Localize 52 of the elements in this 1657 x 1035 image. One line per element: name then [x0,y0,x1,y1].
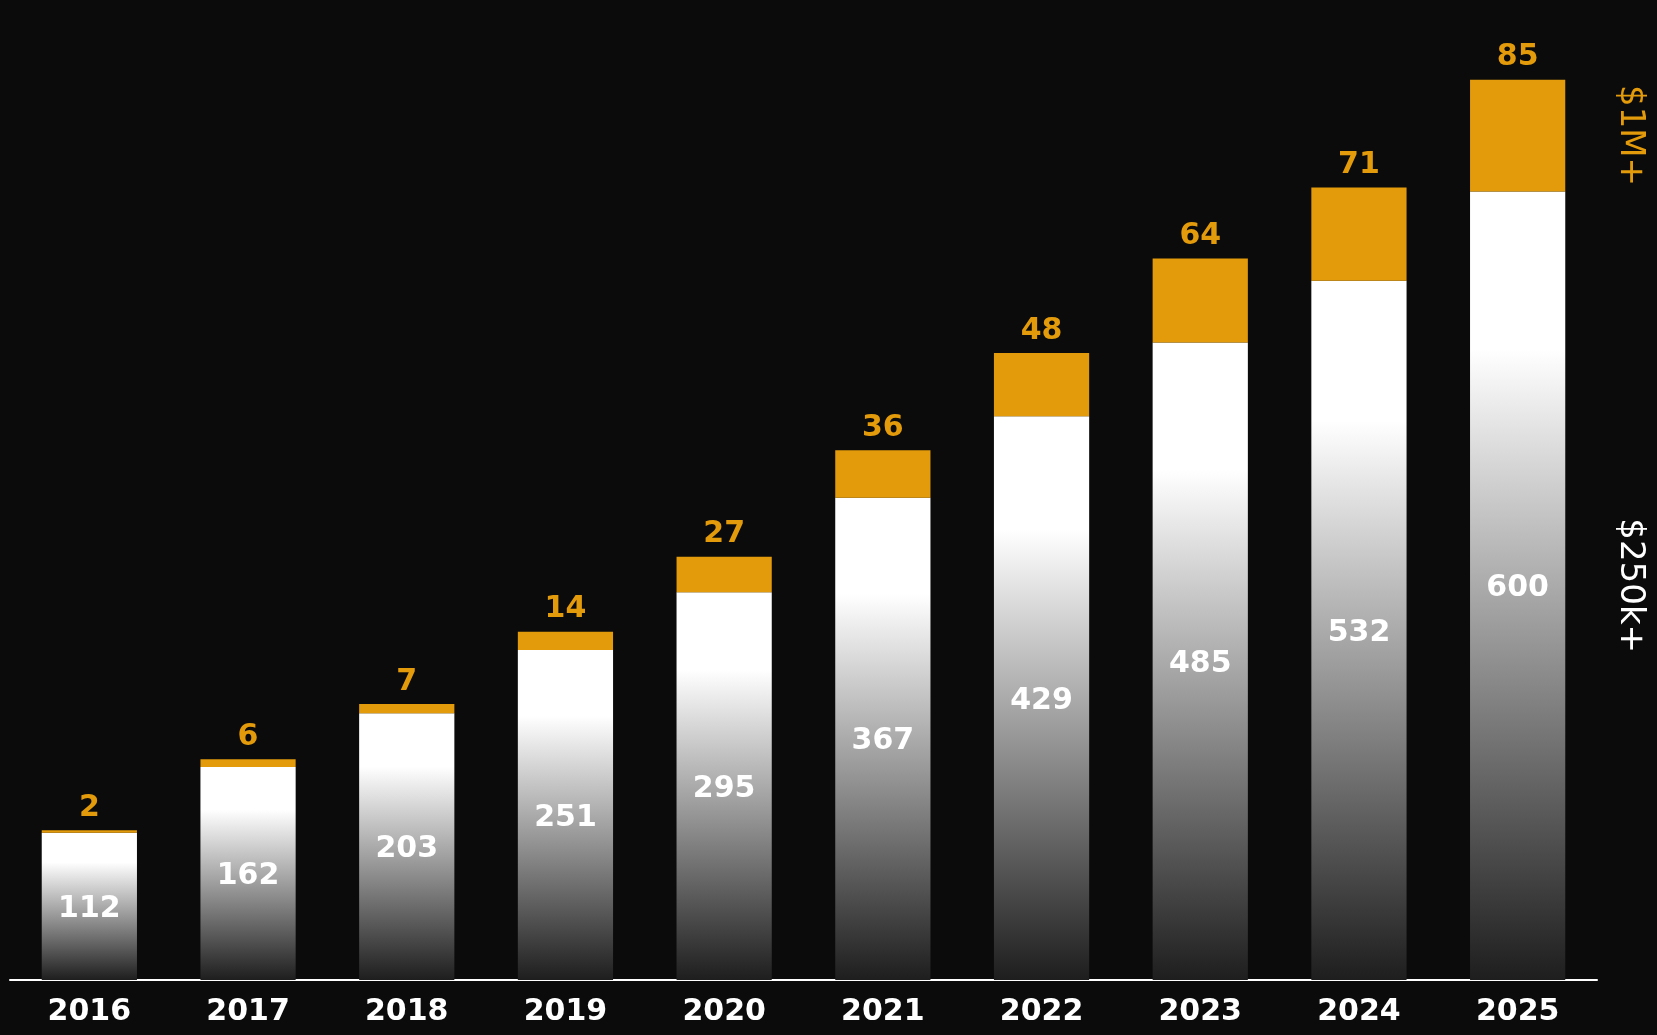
data-label: 48 [1020,310,1063,346]
data-label: 6 [237,716,259,752]
bar [359,713,455,980]
bar [835,450,931,498]
x-tick-label: 2025 [1475,991,1560,1027]
bar [676,556,772,593]
x-tick-label: 2021 [841,991,925,1027]
data-label: 429 [1010,680,1073,716]
data-label: 112 [58,888,121,924]
bar [1311,187,1407,281]
bar [200,767,296,980]
bar [835,497,931,980]
x-tick-label: 2023 [1158,991,1242,1027]
bar [41,832,137,980]
bar [517,650,614,980]
x-tick-label: 2024 [1317,991,1401,1027]
bar [200,759,296,768]
data-label: 14 [544,589,587,625]
x-tick-label: 2020 [682,991,766,1027]
x-tick-label: 2016 [47,991,132,1027]
data-label: 600 [1486,568,1549,604]
text: $250k+ [1613,518,1653,654]
data-label: 532 [1327,612,1391,648]
bar [1152,342,1248,980]
data-label: 251 [534,797,597,833]
data-label: 64 [1179,215,1222,251]
bar [676,592,772,980]
data-label: 7 [396,661,418,697]
data-label: 71 [1338,144,1380,180]
bar [1470,79,1566,192]
x-tick-label: 2018 [365,991,449,1027]
bar [1470,191,1566,980]
bar [41,830,137,833]
data-label: 2 [78,787,100,823]
bar [993,416,1090,980]
data-label: 85 [1496,37,1539,73]
data-label: 367 [851,721,915,757]
x-tick-label: 2019 [523,991,608,1027]
data-label: 162 [216,856,280,892]
bar [1311,280,1407,980]
data-label: 36 [861,407,904,443]
data-label: 485 [1168,643,1232,679]
bar [993,353,1090,417]
data-label: 27 [703,514,746,550]
bar [517,631,614,651]
data-label: 203 [375,829,439,865]
text: $1M+ [1613,85,1653,187]
bar [359,704,455,714]
data-label: 295 [692,768,756,804]
bar [1152,258,1248,343]
x-tick-label: 2022 [999,991,1084,1027]
x-tick-label: 2017 [206,991,290,1027]
